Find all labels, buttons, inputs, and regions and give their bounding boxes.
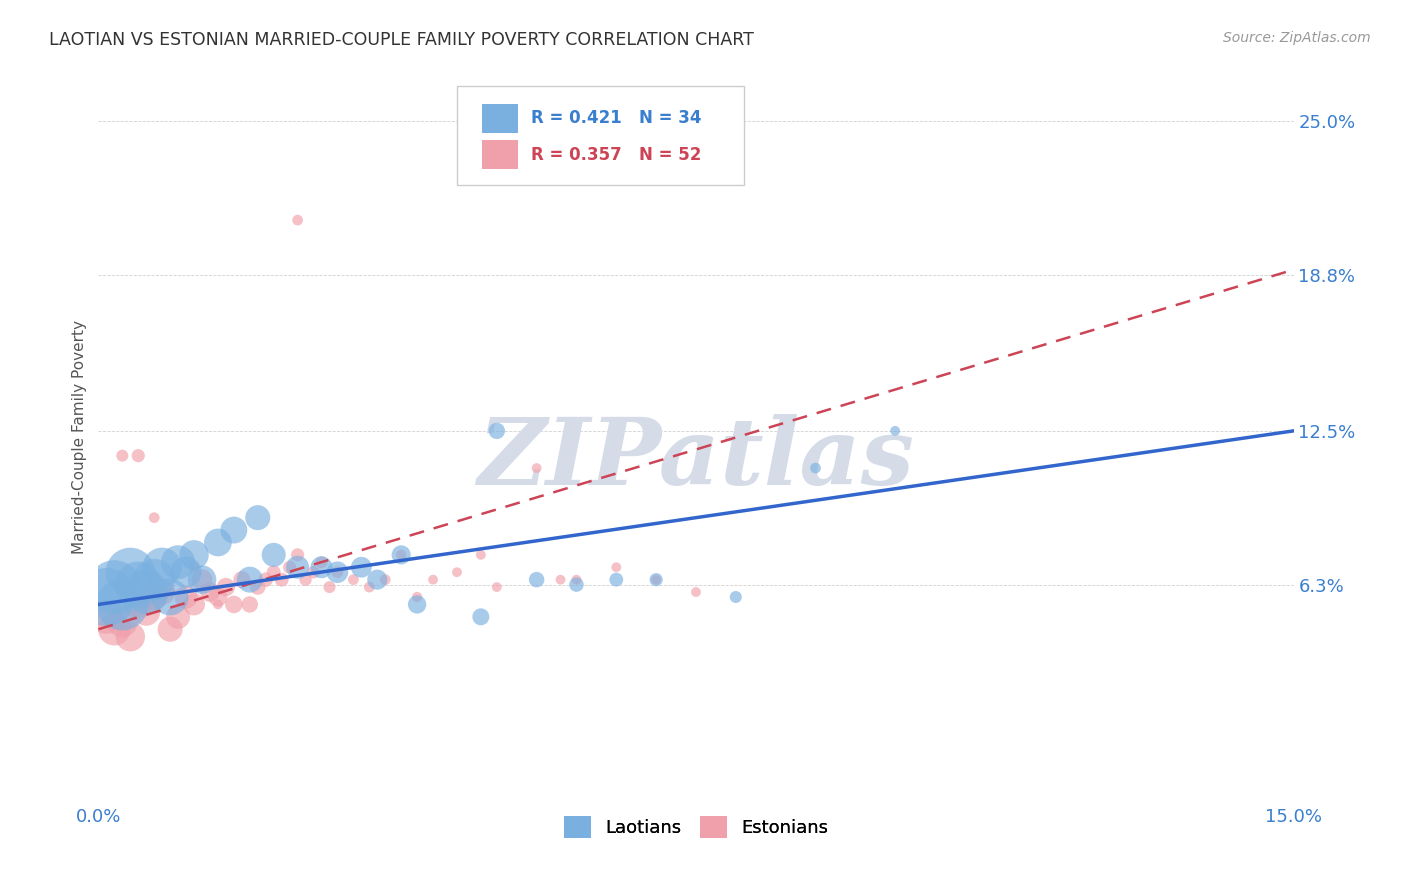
Point	[120, 630, 142, 644]
Point	[263, 548, 285, 562]
Point	[191, 573, 214, 587]
Point	[127, 577, 149, 591]
Point	[120, 565, 142, 579]
Point	[406, 590, 429, 604]
Point	[485, 580, 508, 594]
Point	[605, 560, 627, 574]
Point	[198, 585, 221, 599]
Point	[159, 590, 181, 604]
Point	[311, 560, 333, 574]
Point	[550, 573, 572, 587]
Point	[143, 590, 166, 604]
Point	[406, 598, 429, 612]
Point	[215, 580, 238, 594]
Point	[565, 573, 588, 587]
Point	[287, 560, 309, 574]
Point	[342, 573, 364, 587]
Point	[207, 590, 229, 604]
Point	[470, 610, 492, 624]
Legend: Laotians, Estonians: Laotians, Estonians	[557, 808, 835, 845]
Point	[150, 585, 173, 599]
Y-axis label: Married-Couple Family Poverty: Married-Couple Family Poverty	[72, 320, 87, 554]
Text: LAOTIAN VS ESTONIAN MARRIED-COUPLE FAMILY POVERTY CORRELATION CHART: LAOTIAN VS ESTONIAN MARRIED-COUPLE FAMIL…	[49, 31, 754, 49]
Point	[191, 573, 214, 587]
FancyBboxPatch shape	[482, 103, 517, 133]
Point	[294, 573, 316, 587]
Point	[183, 560, 205, 574]
Point	[374, 573, 396, 587]
Point	[366, 573, 388, 587]
Point	[311, 555, 333, 569]
Point	[389, 548, 412, 562]
Point	[263, 565, 285, 579]
Text: Source: ZipAtlas.com: Source: ZipAtlas.com	[1223, 31, 1371, 45]
Point	[278, 560, 301, 574]
Point	[127, 449, 149, 463]
Point	[150, 560, 173, 574]
Point	[231, 573, 253, 587]
Point	[645, 573, 668, 587]
Point	[287, 548, 309, 562]
Point	[111, 449, 134, 463]
Point	[143, 510, 166, 524]
Point	[96, 610, 118, 624]
Point	[359, 580, 381, 594]
Point	[446, 565, 468, 579]
Point	[167, 555, 190, 569]
Point	[207, 598, 229, 612]
Point	[183, 598, 205, 612]
Point	[804, 461, 827, 475]
Point	[565, 577, 588, 591]
FancyBboxPatch shape	[482, 140, 517, 169]
Point	[103, 580, 125, 594]
Point	[526, 573, 548, 587]
Text: ZIPatlas: ZIPatlas	[478, 414, 914, 504]
Text: R = 0.421   N = 34: R = 0.421 N = 34	[531, 109, 702, 128]
Point	[207, 535, 229, 549]
FancyBboxPatch shape	[457, 86, 744, 185]
Point	[645, 573, 668, 587]
Point	[111, 598, 134, 612]
Point	[302, 565, 325, 579]
Point	[246, 580, 269, 594]
Point	[326, 565, 349, 579]
Point	[222, 523, 245, 537]
Point	[254, 573, 277, 587]
Point	[222, 598, 245, 612]
Point	[350, 560, 373, 574]
Point	[159, 585, 181, 599]
Point	[111, 615, 134, 629]
Point	[239, 573, 262, 587]
Point	[183, 548, 205, 562]
Point	[485, 424, 508, 438]
Point	[326, 565, 349, 579]
Point	[246, 510, 269, 524]
Point	[685, 585, 707, 599]
Point	[135, 605, 157, 619]
Point	[167, 610, 190, 624]
Point	[96, 590, 118, 604]
Point	[884, 424, 907, 438]
Point	[470, 548, 492, 562]
Point	[724, 590, 747, 604]
Point	[127, 598, 149, 612]
Point	[174, 565, 197, 579]
Point	[159, 622, 181, 636]
Point	[103, 622, 125, 636]
Point	[270, 573, 292, 587]
Point	[135, 585, 157, 599]
Point	[143, 573, 166, 587]
Point	[318, 580, 340, 594]
Point	[605, 573, 627, 587]
Point	[174, 590, 197, 604]
Point	[239, 598, 262, 612]
Point	[422, 573, 444, 587]
Point	[287, 213, 309, 227]
Point	[526, 461, 548, 475]
Point	[389, 548, 412, 562]
Text: R = 0.357   N = 52: R = 0.357 N = 52	[531, 145, 702, 164]
